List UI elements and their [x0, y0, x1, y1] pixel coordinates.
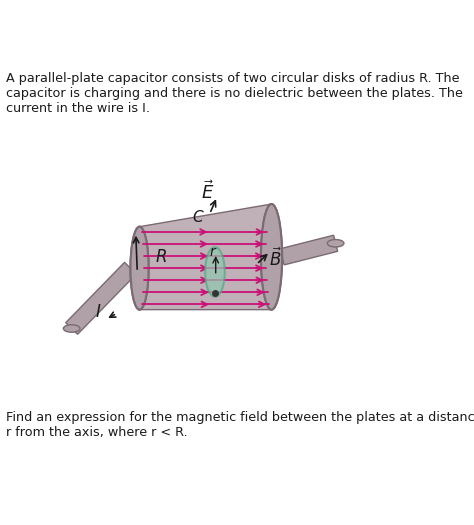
Ellipse shape [328, 239, 344, 247]
Ellipse shape [130, 227, 148, 310]
Ellipse shape [130, 227, 148, 310]
Ellipse shape [205, 247, 225, 297]
Text: Find an expression for the magnetic field between the plates at a distance
r fro: Find an expression for the magnetic fiel… [6, 412, 474, 439]
Text: $I$: $I$ [95, 303, 101, 321]
Text: $R$: $R$ [155, 248, 167, 266]
Text: $\vec{E}$: $\vec{E}$ [201, 180, 214, 203]
Ellipse shape [261, 204, 282, 310]
Ellipse shape [261, 204, 282, 310]
Polygon shape [139, 204, 272, 310]
Text: $\vec{B}$: $\vec{B}$ [269, 248, 282, 270]
Text: $C$: $C$ [192, 209, 205, 225]
Text: A parallel-plate capacitor consists of two circular disks of radius R. The
capac: A parallel-plate capacitor consists of t… [6, 72, 463, 115]
Text: $r$: $r$ [209, 245, 218, 259]
Ellipse shape [64, 325, 80, 332]
Polygon shape [66, 262, 137, 334]
Polygon shape [280, 235, 337, 265]
